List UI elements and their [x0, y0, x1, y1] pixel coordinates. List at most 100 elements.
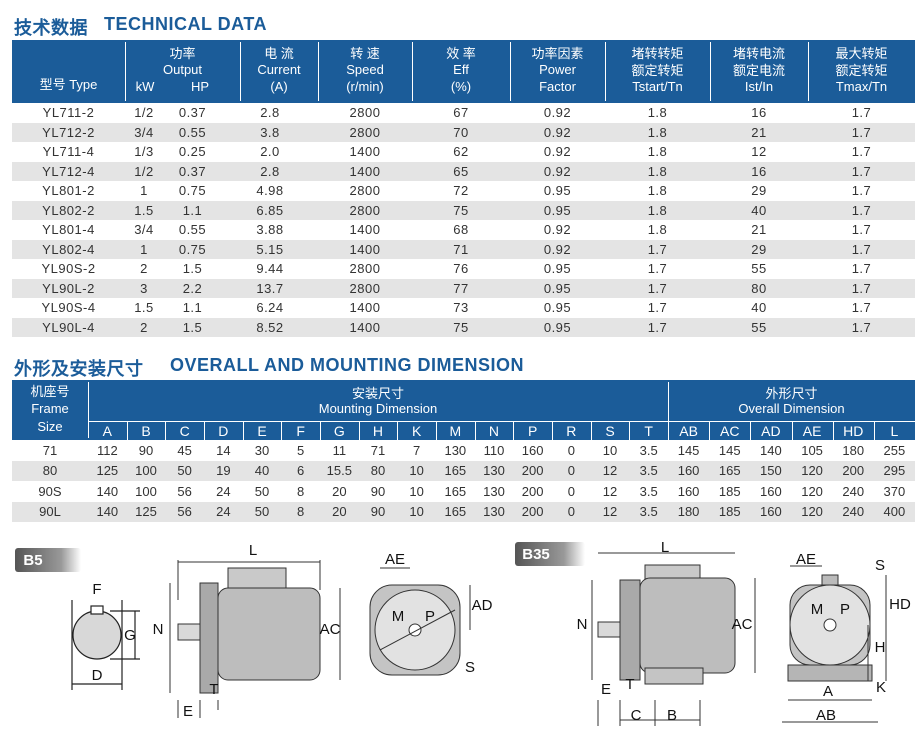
cell: 1.8 [647, 105, 668, 121]
cell: 120 [801, 463, 823, 479]
cell: 200 [521, 483, 544, 499]
cell: 1400 [349, 222, 381, 238]
cell: 160 [760, 483, 782, 499]
column-letter: K [411, 423, 422, 439]
cell: 71 [453, 241, 469, 257]
cell: 0.55 [178, 222, 207, 238]
cell: 1.5 [134, 202, 154, 218]
cell: 165 [718, 463, 741, 479]
cell: 140 [760, 442, 782, 458]
cell: 11 [332, 442, 347, 458]
header-divider [358, 422, 360, 440]
column-letter: P [527, 423, 538, 439]
cell: 2800 [349, 261, 381, 277]
cell: 1.5 [182, 261, 203, 277]
header-divider [320, 422, 321, 440]
cell: 6.24 [256, 300, 284, 316]
cell: 1.8 [647, 163, 668, 179]
cell: 3.5 [639, 442, 658, 458]
cell: 0.92 [543, 124, 572, 140]
header-text: 堵转转矩 [631, 45, 684, 61]
cell: 13.7 [256, 280, 284, 296]
cell: 56 [177, 483, 192, 499]
header-text: 额定转矩 [631, 62, 684, 78]
cell: 67 [453, 105, 469, 121]
cell: 0.95 [543, 202, 572, 218]
header-divider [605, 42, 606, 101]
cell: 73 [453, 300, 469, 316]
cell: 0 [567, 442, 575, 458]
header-text: Mounting Dimension [318, 400, 438, 416]
badge-b5 [15, 548, 81, 572]
header-text: Eff [453, 61, 469, 77]
cell: 10 [409, 483, 424, 499]
cell: 80 [42, 463, 58, 479]
letter-row-line [88, 421, 915, 422]
cell: 50 [254, 483, 270, 499]
header-text: 外形尺寸 [765, 385, 818, 401]
header-text: Factor [539, 78, 576, 94]
cell: 40 [751, 202, 767, 218]
cell: 3/4 [134, 222, 154, 238]
cell: 0.92 [543, 144, 572, 160]
cell: 40 [751, 300, 767, 316]
header-text: 堵转电流 [732, 45, 785, 61]
header-divider [590, 422, 592, 440]
cell: 21 [751, 124, 767, 140]
section-title-cn: 外形及安装尺寸 [14, 359, 144, 379]
column-letter: M [449, 423, 462, 439]
cell: 4.98 [256, 183, 284, 199]
column-letter: AD [761, 423, 781, 439]
cell: 55 [751, 261, 767, 277]
cell: 0.95 [543, 300, 572, 316]
dimension-label: AE [796, 551, 816, 568]
cell: YL802-2 [42, 202, 95, 218]
dimension-label: T [209, 681, 218, 698]
cell: 29 [751, 241, 767, 257]
cell: 0.92 [543, 163, 572, 179]
cell: 0.37 [178, 163, 207, 179]
dimension-label: K [876, 679, 886, 696]
cell: 1.8 [647, 144, 668, 160]
column-letter: C [179, 423, 190, 439]
dimension-label: A [823, 683, 833, 700]
cell: 1.7 [851, 163, 872, 179]
cell: 370 [883, 483, 906, 499]
header-divider [126, 422, 128, 440]
cell: 1.7 [851, 261, 872, 277]
cell: 75 [453, 319, 469, 335]
header-text: 额定电流 [732, 62, 785, 78]
cell: 20 [332, 504, 347, 520]
cell: 50 [177, 463, 192, 479]
header-divider [125, 42, 126, 101]
cell: 160 [677, 483, 700, 499]
header-divider [513, 422, 515, 440]
header-text: Power [539, 61, 576, 77]
cell: 3.88 [256, 222, 284, 238]
cell: 160 [521, 442, 544, 458]
cell: 165 [444, 504, 467, 520]
cell: 90 [138, 442, 154, 458]
dimension-label: D [92, 667, 103, 684]
dimension-label: B [667, 707, 677, 724]
cell: 100 [135, 483, 157, 499]
row-bg [12, 317, 915, 337]
cell: 56 [177, 504, 192, 520]
dimension-label: HD [889, 596, 911, 613]
cell: 120 [801, 504, 823, 520]
cell: 1.8 [647, 183, 668, 199]
cell: 130 [483, 463, 505, 479]
dimension-label: L [249, 542, 257, 559]
cell: YL711-2 [42, 105, 95, 121]
cell: 3.5 [639, 504, 658, 520]
cell: 68 [453, 222, 469, 238]
cell: 165 [444, 483, 467, 499]
dimension-label: AD [472, 597, 493, 614]
dimension-label: AE [385, 551, 405, 568]
cell: YL712-2 [42, 124, 95, 140]
cell: 0.95 [543, 261, 572, 277]
cell: 1.7 [647, 319, 668, 335]
cell: 1400 [349, 319, 381, 335]
column-letter: T [644, 423, 653, 439]
